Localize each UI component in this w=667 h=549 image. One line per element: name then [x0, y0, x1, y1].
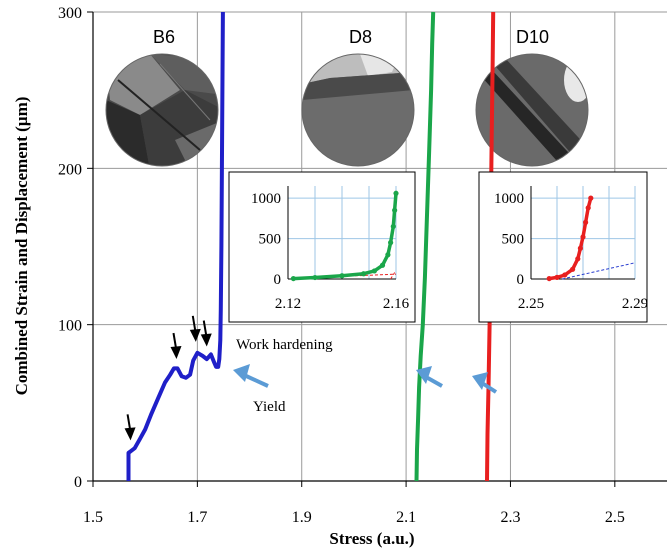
inset-point	[379, 262, 386, 268]
inset-point	[575, 256, 581, 262]
y-tick-label: 0	[74, 474, 82, 491]
insets: 0 500 1000 2.12 2.16 0 500 1000 2.25 2.29	[228, 171, 648, 323]
series-line-d8	[414, 11, 436, 482]
inset-point	[385, 252, 391, 258]
inset-point	[361, 271, 367, 277]
x-tick-label: 2.5	[605, 509, 625, 526]
peak-arrow	[170, 332, 182, 360]
x-axis-label: Stress (a.u.)	[329, 529, 414, 548]
main-ticks: 1.5 1.7 1.9 2.1 2.3 2.5 0 100 200 300	[58, 5, 667, 526]
inset-y-tick-label: 500	[259, 232, 282, 248]
inset-x-tick-label: 2.12	[275, 296, 301, 312]
peak-arrows	[124, 315, 212, 441]
inset-y-tick-label: 0	[274, 272, 282, 288]
inset-point	[546, 275, 552, 282]
micrograph-d10	[475, 53, 589, 167]
inset-point	[339, 273, 345, 279]
x-tick-label: 2.3	[500, 509, 520, 526]
x-tick-label: 2.1	[396, 509, 416, 526]
inset-point	[570, 266, 576, 272]
y-axis-label: Combined Strain and Displacement (µm)	[12, 97, 31, 396]
inset-point	[580, 234, 586, 240]
image-label-b6: B6	[153, 27, 175, 47]
x-tick-label: 1.5	[83, 509, 103, 526]
inset-point	[392, 207, 398, 213]
micrograph-d8	[301, 53, 415, 167]
peak-arrow	[200, 320, 212, 347]
inset-point	[388, 240, 394, 246]
x-tick-label: 1.7	[187, 509, 207, 526]
inset-point	[312, 274, 318, 281]
y-tick-label: 100	[58, 318, 82, 335]
inset-point	[562, 272, 568, 278]
inset-y-tick-label: 0	[517, 272, 525, 288]
inset-chart-1: 0 500 1000 2.12 2.16	[228, 171, 416, 323]
inset-point	[290, 275, 296, 282]
inset-point	[371, 268, 377, 274]
y-tick-label: 200	[58, 161, 82, 178]
inset-point	[554, 274, 560, 280]
yield-arrow-b6	[233, 364, 269, 388]
inset-point	[393, 190, 399, 196]
y-tick-label: 300	[58, 5, 82, 22]
work-hardening-label: Work hardening	[236, 337, 333, 353]
inset-x-tick-label: 2.25	[518, 296, 544, 312]
inset-fit-line	[562, 262, 636, 280]
x-tick-label: 1.9	[292, 509, 312, 526]
inset-frame	[478, 171, 648, 323]
inset-fit-line	[390, 272, 396, 280]
micrograph-b6	[105, 53, 219, 167]
peak-arrow	[124, 414, 136, 441]
inset-point	[588, 195, 594, 201]
inset-point	[577, 245, 584, 251]
yield-label: Yield	[253, 399, 286, 415]
inset-frame	[228, 171, 416, 323]
inset-point	[583, 219, 589, 225]
yield-arrow-d8	[416, 366, 443, 388]
inset-point	[585, 205, 591, 211]
inset-x-tick-label: 2.16	[383, 296, 410, 312]
series-line-b6	[126, 11, 225, 481]
inset-series-line	[548, 197, 593, 281]
peak-arrow	[189, 315, 201, 342]
image-label-d8: D8	[349, 27, 372, 47]
inset-point	[390, 223, 396, 230]
inset-y-tick-label: 500	[502, 232, 525, 248]
inset-y-tick-label: 1000	[494, 191, 524, 207]
inset-x-tick-label: 2.29	[622, 296, 648, 312]
inset-chart-2: 0 500 1000 2.25 2.29	[478, 171, 648, 323]
yield-arrow-d10	[472, 372, 498, 394]
inset-y-tick-label: 1000	[251, 191, 281, 207]
image-label-d10: D10	[516, 27, 549, 47]
